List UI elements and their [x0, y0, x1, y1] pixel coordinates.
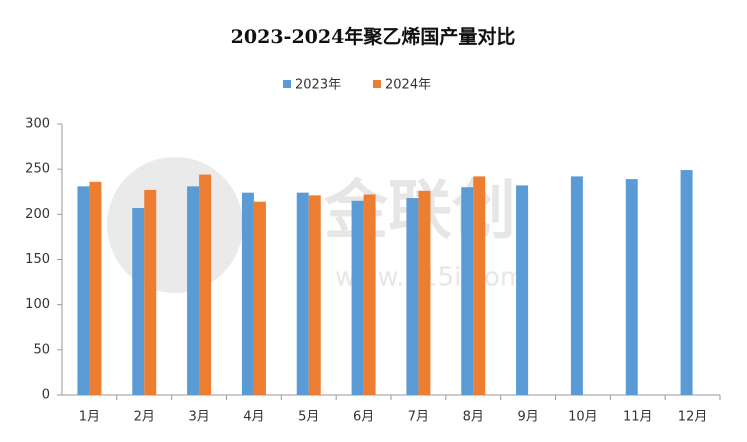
legend-swatch: [283, 80, 291, 88]
bar: [199, 174, 212, 395]
x-tick-label: 7月: [408, 410, 429, 425]
y-tick-label: 250: [25, 162, 50, 177]
legend-label: 2024年: [385, 78, 431, 93]
bar: [680, 170, 693, 395]
chart-title: 2023-2024年聚乙烯国产量对比: [231, 25, 516, 48]
x-tick-label: 12月: [678, 410, 708, 425]
x-tick-label: 11月: [623, 410, 653, 425]
bar: [570, 176, 583, 395]
watermark-logo: [107, 157, 243, 293]
bar: [516, 185, 529, 395]
x-tick-label: 5月: [298, 410, 319, 425]
bar: [461, 187, 474, 395]
y-tick-label: 50: [33, 342, 50, 357]
bar: [308, 195, 321, 395]
x-tick-label: 8月: [463, 410, 484, 425]
bar: [418, 190, 431, 395]
bar: [187, 186, 200, 395]
y-tick-label: 200: [25, 207, 50, 222]
x-tick-label: 3月: [188, 410, 209, 425]
y-tick-label: 100: [25, 297, 50, 312]
y-tick-label: 0: [42, 388, 50, 403]
x-tick-label: 9月: [517, 410, 538, 425]
x-tick-label: 1月: [79, 410, 100, 425]
bar: [296, 192, 309, 395]
legend-label: 2023年: [295, 78, 341, 93]
bar: [351, 200, 364, 395]
y-tick-label: 300: [25, 117, 50, 132]
bar: [363, 194, 376, 395]
bar: [77, 186, 90, 395]
bar: [625, 179, 638, 395]
bar: [144, 189, 157, 395]
legend-swatch: [373, 80, 381, 88]
bar: [253, 201, 266, 395]
bar: [132, 208, 145, 395]
bar: [89, 181, 102, 395]
x-tick-label: 6月: [353, 410, 374, 425]
y-tick-label: 150: [25, 252, 50, 267]
x-tick-label: 4月: [243, 410, 264, 425]
bar: [406, 198, 419, 395]
x-tick-label: 2月: [134, 410, 155, 425]
bar: [473, 176, 486, 395]
bar: [241, 192, 254, 395]
x-tick-label: 10月: [568, 410, 598, 425]
